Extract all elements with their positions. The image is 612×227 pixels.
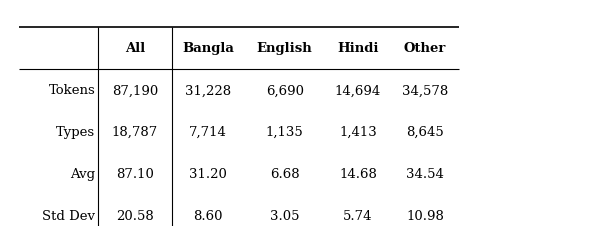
Text: Hindi: Hindi — [337, 42, 379, 55]
Text: Bangla: Bangla — [182, 42, 234, 55]
Text: 31,228: 31,228 — [185, 84, 231, 97]
Text: 7,714: 7,714 — [189, 126, 227, 139]
Text: Tokens: Tokens — [48, 84, 95, 97]
Text: All: All — [125, 42, 145, 55]
Text: 34.54: 34.54 — [406, 167, 444, 180]
Text: 5.74: 5.74 — [343, 209, 373, 222]
Text: 18,787: 18,787 — [112, 126, 158, 139]
Text: 6.68: 6.68 — [270, 167, 299, 180]
Text: 6,690: 6,690 — [266, 84, 304, 97]
Text: Types: Types — [56, 126, 95, 139]
Text: 1,413: 1,413 — [339, 126, 377, 139]
Text: 31.20: 31.20 — [189, 167, 227, 180]
Text: 14,694: 14,694 — [335, 84, 381, 97]
Text: Avg: Avg — [70, 167, 95, 180]
Text: Std Dev: Std Dev — [42, 209, 95, 222]
Text: English: English — [257, 42, 313, 55]
Text: 87.10: 87.10 — [116, 167, 154, 180]
Text: 8,645: 8,645 — [406, 126, 444, 139]
Text: Other: Other — [404, 42, 446, 55]
Text: 8.60: 8.60 — [193, 209, 223, 222]
Text: 1,135: 1,135 — [266, 126, 304, 139]
Text: 14.68: 14.68 — [339, 167, 377, 180]
Text: 34,578: 34,578 — [402, 84, 448, 97]
Text: 20.58: 20.58 — [116, 209, 154, 222]
Text: 10.98: 10.98 — [406, 209, 444, 222]
Text: 3.05: 3.05 — [270, 209, 299, 222]
Text: 87,190: 87,190 — [112, 84, 158, 97]
